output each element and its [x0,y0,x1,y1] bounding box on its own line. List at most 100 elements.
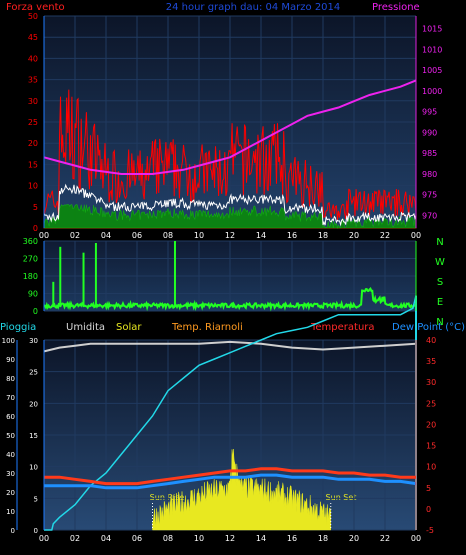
wind-tick-label: 35 [28,76,38,85]
temp-riarnoli-label: Temp. Riarnoli [171,322,243,333]
solar-series [152,448,332,531]
direction-tick-label: 180 [23,272,38,281]
wind-tick-label: 10 [28,182,38,191]
wind-speed-label: Forza vento [6,2,65,13]
pressure-tick-label: 1015 [422,24,442,33]
humidity-tick-label: 40 [6,451,15,459]
temperature-tick-label: 35 [426,357,436,366]
temperature-tick-label: 30 [426,378,436,387]
x-tick-label-bottom: 06 [132,534,142,543]
x-tick-label: 18 [318,231,328,240]
temperature-tick-label: 40 [426,336,436,345]
x-tick-label: 02 [70,231,80,240]
rain-tick-label: 0 [34,527,38,535]
compass-label: E [437,297,443,308]
wind-tick-label: 30 [28,97,38,106]
humidity-tick-label: 50 [6,432,15,440]
chart-title: 24 hour graph dau: 04 Marzo 2014 [166,2,341,13]
compass-label: S [437,277,443,288]
temperature-tick-label: 5 [426,484,431,493]
wind-calm-series [43,204,417,230]
x-tick-label: 00 [39,231,49,240]
x-tick-label: 22 [380,231,390,240]
temperature-series [44,467,416,486]
compass-label: W [435,257,445,268]
temperature-tick-label: 20 [426,420,436,429]
direction-tick-label: 0 [33,307,38,316]
temperature-tick-label: 15 [426,442,436,451]
wind-average-series [43,183,417,227]
pressure-tick-label: 1000 [422,87,442,96]
pressure-tick-label: 985 [422,149,437,158]
solar-label: Solar [116,322,142,333]
compass-label: N [436,317,443,328]
wind-tick-label: 25 [28,118,38,127]
humidity-tick-label: 10 [6,508,15,516]
wind-tick-label: 5 [33,203,38,212]
rain-tick-label: 5 [34,495,38,503]
pressure-tick-label: 995 [422,108,437,117]
x-tick-label: 14 [256,231,266,240]
x-tick-label-bottom: 20 [349,534,359,543]
rain-tick-label: 25 [29,369,38,377]
wind-direction-series [43,287,417,312]
pressure-tick-label: 990 [422,128,437,137]
wind-tick-label: 40 [28,54,38,63]
dew-point-label: Dew Point (°C) [392,322,465,333]
x-tick-label-bottom: 16 [287,534,297,543]
wind-tick-label: 20 [28,139,38,148]
x-tick-label: 20 [349,231,359,240]
x-tick-label-bottom: 04 [101,534,111,543]
x-tick-label-bottom: 02 [70,534,80,543]
pressure-tick-label: 975 [422,191,437,200]
temperature-label: Temperatura [310,322,375,333]
dew-point-series [44,473,417,490]
compass-label: N [436,237,443,248]
x-tick-label-bottom: 12 [225,534,235,543]
pressure-label: Pressione [372,2,420,13]
direction-tick-label: 90 [28,290,38,299]
x-tick-label: 00 [411,231,421,240]
sun-set-label: Sun Set [326,493,357,502]
x-tick-label-bottom: 08 [163,534,173,543]
x-tick-label: 08 [163,231,173,240]
humidity-tick-label: 80 [6,375,15,383]
x-tick-label-bottom: 00 [411,534,421,543]
humidity-label: Umidita [66,322,105,333]
humidity-tick-label: 60 [6,413,15,421]
wind-tick-label: 15 [28,160,38,169]
humidity-series [43,340,417,353]
humidity-tick-label: 0 [11,527,15,535]
pressure-tick-label: 970 [422,212,437,221]
wind-gust-series [43,89,417,229]
rain-tick-label: 20 [29,400,38,408]
rain-tick-label: 30 [29,337,38,345]
x-tick-label-bottom: 14 [256,534,266,543]
humidity-tick-label: 100 [2,337,15,345]
temperature-tick-label: -5 [426,526,434,535]
x-tick-label: 16 [287,231,297,240]
temperature-tick-label: 25 [426,399,436,408]
pressure-tick-label: 1010 [422,45,442,54]
wind-tick-label: 45 [28,33,38,42]
direction-tick-label: 360 [23,237,38,246]
rain-tick-label: 15 [29,432,38,440]
rain-tick-label: 10 [29,464,38,472]
humidity-tick-label: 30 [6,470,15,478]
temperature-tick-label: 0 [426,505,431,514]
humidity-tick-label: 20 [6,489,15,497]
x-tick-label: 10 [194,231,204,240]
rain-label: Pioggia [0,322,36,333]
pressure-series [43,79,417,175]
humidity-tick-label: 90 [6,356,15,364]
rain-series [44,295,417,531]
direction-tick-label: 270 [23,255,38,264]
wind-tick-label: 0 [33,224,38,233]
x-tick-label: 04 [101,231,111,240]
x-tick-label-bottom: 00 [39,534,49,543]
pressure-tick-label: 980 [422,170,437,179]
sun-rise-label: Sun Rise [150,493,185,502]
temperature-tick-label: 10 [426,463,436,472]
x-tick-label: 06 [132,231,142,240]
